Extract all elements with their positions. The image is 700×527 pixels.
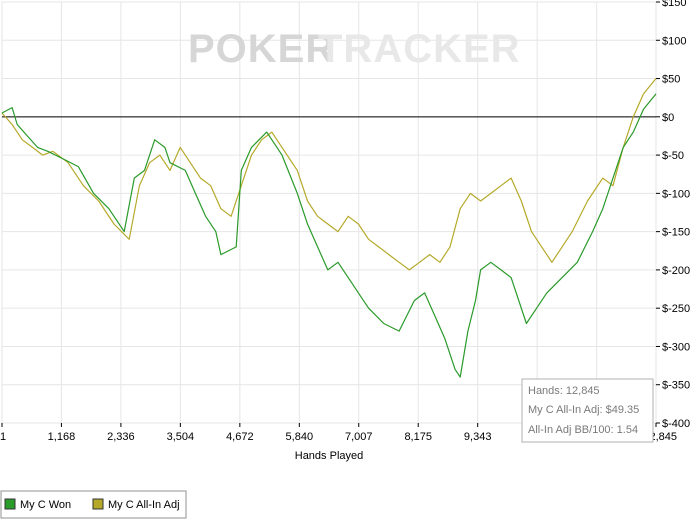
legend-swatch-my-c-all-in-adj <box>92 498 104 510</box>
series-lines <box>1 78 657 378</box>
info-hands: Hands: 12,845 <box>528 385 600 397</box>
x-tick-label: 7,007 <box>345 431 373 443</box>
y-tick-label: $-50 <box>662 150 684 162</box>
y-axis-ticks: $150 $100 $50 $0 $-50 $-100 $-150 $-200 $-250 $-3… <box>656 0 690 430</box>
x-tick-label: 8,175 <box>404 431 432 443</box>
y-tick-label: $-300 <box>662 341 690 353</box>
watermark: POKER TRACKER <box>188 27 521 71</box>
y-tick-label: $-200 <box>662 265 690 277</box>
legend-label-my-c-won: My C Won <box>20 499 71 511</box>
info-bb100: All-In Adj BB/100: 1.54 <box>528 424 638 436</box>
x-axis-title: Hands Played <box>295 450 364 462</box>
y-tick-label: $-400 <box>662 418 690 430</box>
y-tick-label: $-350 <box>662 380 690 392</box>
info-allin-adj: My C All-In Adj: $49.35 <box>528 404 639 416</box>
y-tick-label: $100 <box>662 35 686 47</box>
watermark-poker: POKER <box>188 27 335 71</box>
grid-lines <box>1 1 657 424</box>
series-line-my-c-all-in-adj <box>1 78 657 271</box>
x-tick-label: 9,343 <box>464 431 492 443</box>
watermark-tracker: TRACKER <box>318 27 521 71</box>
legend: My C Won My C All-In Adj <box>0 490 187 519</box>
info-box: Hands: 12,845 My C All-In Adj: $49.35 Al… <box>521 378 654 443</box>
x-tick-label: 4,672 <box>226 431 254 443</box>
x-tick-label: 1 <box>0 431 6 443</box>
x-tick-label: 2,336 <box>107 431 135 443</box>
info-box-frame <box>521 378 654 443</box>
y-tick-label: $0 <box>662 112 674 124</box>
x-tick-label: 3,504 <box>167 431 195 443</box>
legend-swatch-my-c-won <box>4 498 16 510</box>
series-line-my-c-won <box>1 93 657 378</box>
y-tick-label: $150 <box>662 0 686 9</box>
y-tick-label: $-100 <box>662 188 690 200</box>
y-tick-label: $50 <box>662 74 680 86</box>
y-tick-label: $-150 <box>662 227 690 239</box>
x-tick-label: 1,168 <box>48 431 76 443</box>
x-tick-label: 5,840 <box>286 431 314 443</box>
y-tick-label: $-250 <box>662 303 690 315</box>
legend-label-my-c-all-in-adj: My C All-In Adj <box>108 499 180 511</box>
